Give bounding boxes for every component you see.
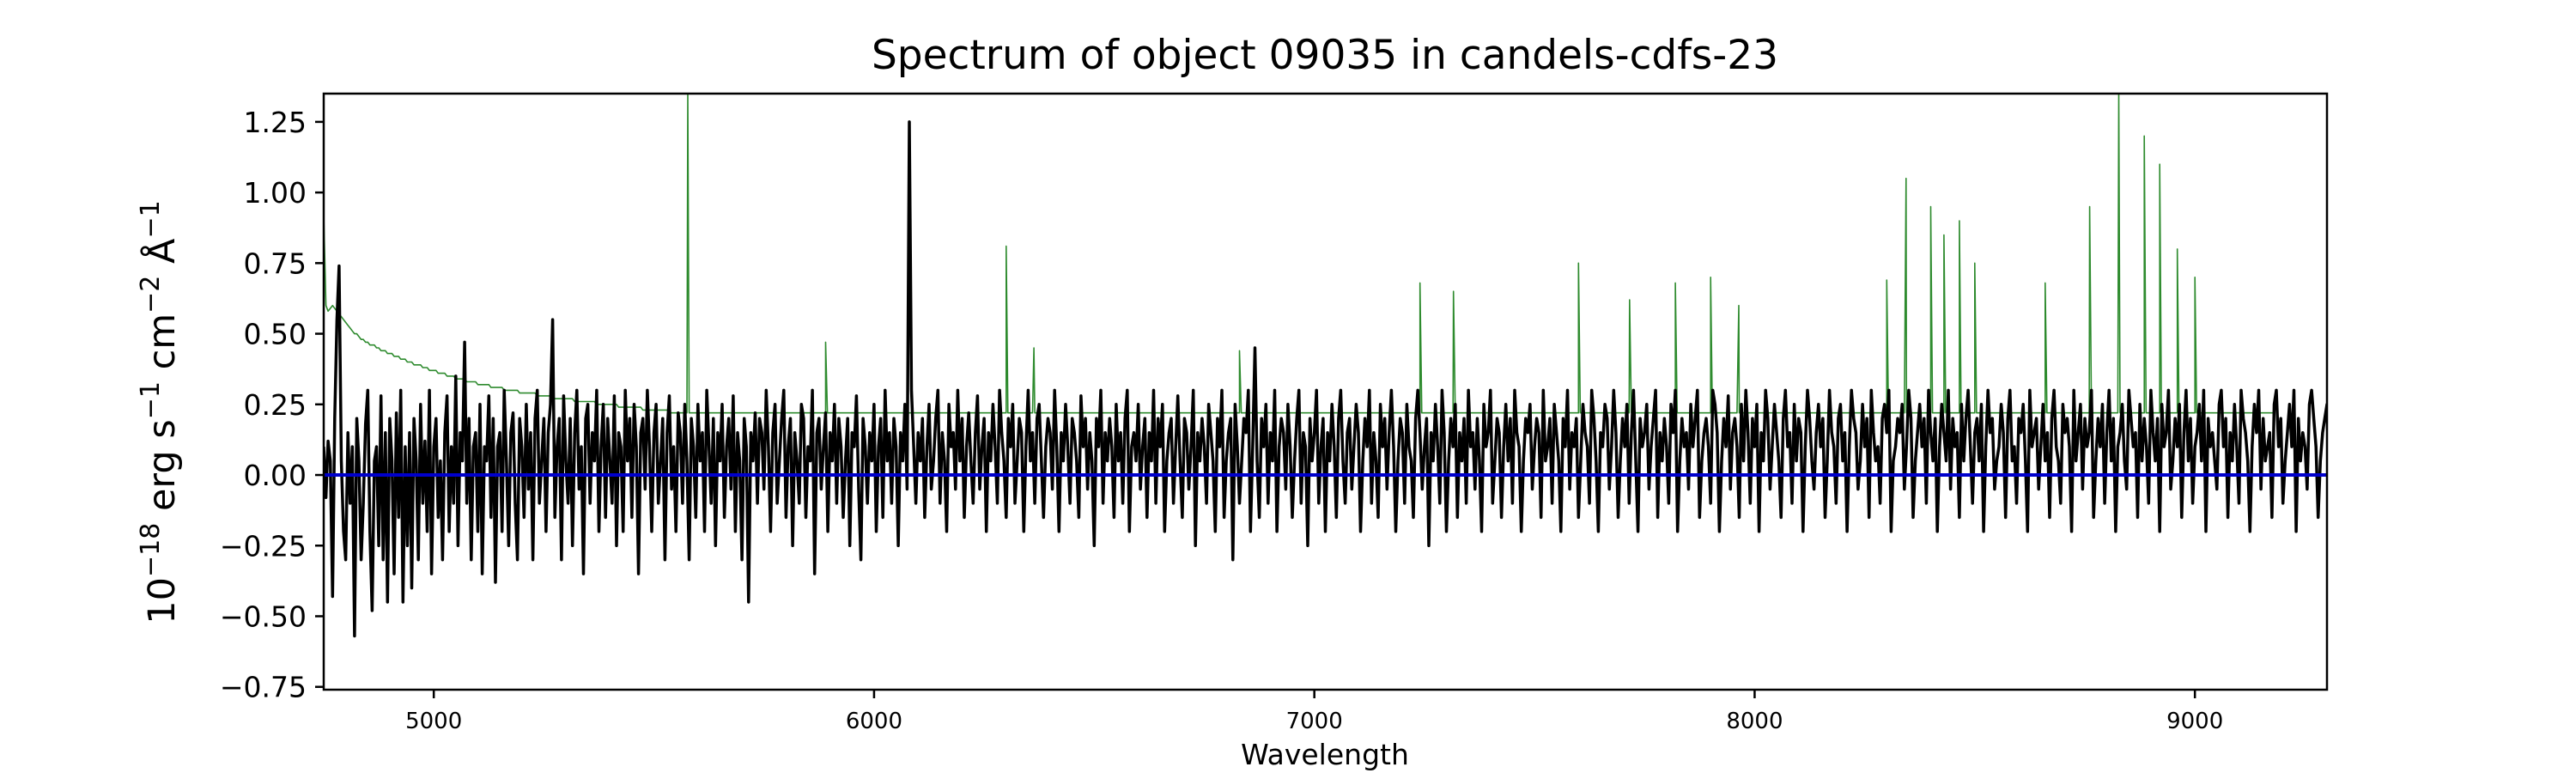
y-axis-label-unit2-exp: −2 bbox=[136, 276, 166, 313]
series-line-flux bbox=[324, 120, 2327, 638]
y-axis-label-unit2: cm bbox=[141, 313, 184, 381]
y-tick-label: 0.00 bbox=[244, 459, 307, 492]
series-line-error bbox=[324, 94, 2275, 414]
y-axis-label-prefix-exp: −18 bbox=[136, 523, 166, 577]
x-axis-label: Wavelength bbox=[1241, 738, 1409, 771]
chart-title: Spectrum of object 09035 in candels-cdfs… bbox=[872, 32, 1778, 79]
x-axis-ticks: 5000 6000 7000 8000 9000 bbox=[405, 690, 2223, 734]
plot-area bbox=[322, 92, 2329, 691]
y-tick-label: −0.50 bbox=[220, 600, 307, 633]
y-axis-label-unit1: erg s bbox=[141, 419, 184, 522]
y-tick-label: 0.25 bbox=[244, 388, 307, 422]
y-tick-label: −0.25 bbox=[220, 529, 307, 563]
y-tick-label: 0.75 bbox=[244, 247, 307, 280]
y-axis-label-unit3-exp: −1 bbox=[136, 200, 166, 238]
x-tick-label: 6000 bbox=[846, 709, 902, 734]
y-tick-label: 1.00 bbox=[244, 176, 307, 210]
plot-frame bbox=[322, 92, 2329, 691]
y-tick-label: 0.50 bbox=[244, 318, 307, 351]
x-tick-label: 5000 bbox=[405, 709, 462, 734]
series-layer bbox=[324, 94, 2327, 638]
y-axis-label-prefix: 10 bbox=[141, 577, 184, 624]
y-axis-label-unit3: Å bbox=[140, 238, 184, 276]
y-axis-ticks: −0.75 −0.50 −0.25 0.00 0.25 0.50 0.75 1.00 1.25 bbox=[220, 106, 324, 704]
y-tick-label: −0.75 bbox=[220, 671, 307, 704]
x-tick-label: 9000 bbox=[2166, 709, 2223, 734]
y-tick-label: 1.25 bbox=[244, 106, 307, 139]
x-tick-label: 7000 bbox=[1286, 709, 1343, 734]
x-tick-label: 8000 bbox=[1726, 709, 1783, 734]
y-axis-label-unit1-exp: −1 bbox=[136, 381, 166, 419]
y-axis-label: 10−18 erg s−1 cm−2 Å−1 bbox=[136, 200, 184, 624]
